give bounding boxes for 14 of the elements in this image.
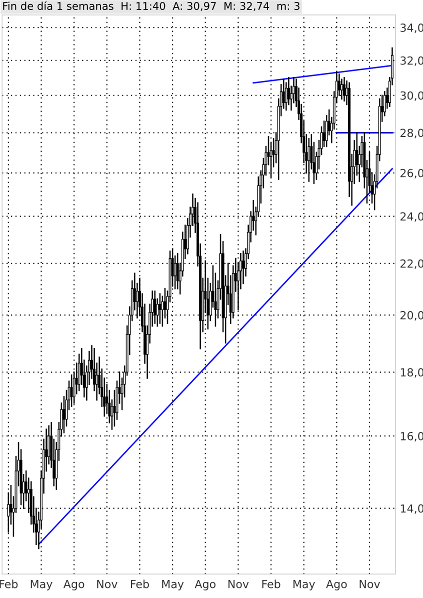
candlestick: [158, 293, 162, 324]
x-tick-label: Feb: [262, 580, 280, 588]
x-tick-label: May: [162, 580, 184, 590]
x-tick-label: Nov: [97, 580, 118, 588]
x-tick-label: Feb: [0, 580, 18, 588]
x-tick-label: Nov: [228, 580, 249, 588]
x-tick-label: Ago: [326, 580, 347, 590]
x-tick-label: May: [293, 580, 316, 590]
x-tick-label: May: [30, 580, 52, 590]
chart-title: Fin de día 1 semanas H: 11:40 A: 30,97 M: 32,74 m: 3: [3, 1, 300, 12]
x-tick-label: Feb: [130, 580, 149, 588]
x-tick-label: Ago: [194, 580, 216, 590]
x-tick-label: Ago: [63, 580, 84, 590]
x-tick-label: Nov: [360, 580, 380, 588]
